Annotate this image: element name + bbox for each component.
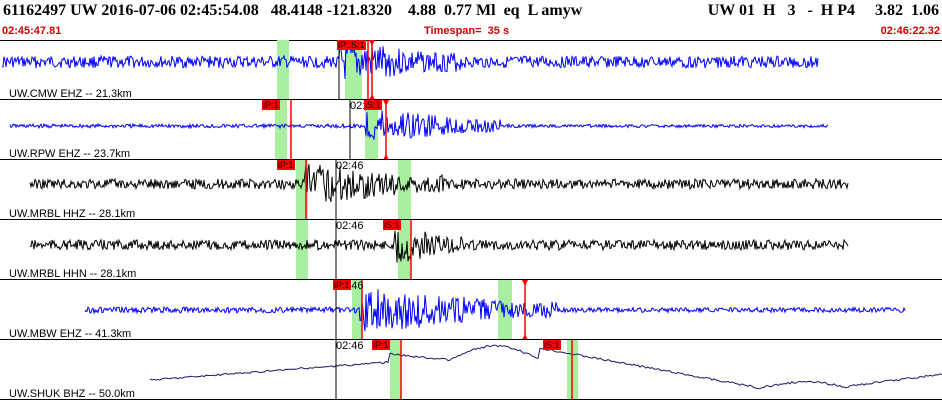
trace-panel[interactable]: 02:46 iP:1 iS:1 UW.SHUK BHZ -- 50.0km bbox=[0, 340, 942, 400]
waveform-plot bbox=[29, 160, 849, 219]
minute-tick-label: 02:46 bbox=[336, 220, 364, 232]
pick-tag[interactable]: iP:1 bbox=[372, 340, 390, 350]
station-label: UW.MRBL HHZ -- 28.1km bbox=[9, 208, 136, 220]
trace-panel[interactable]: 02:46 iS:1 UW.MRBL HHN -- 28.1km bbox=[0, 220, 942, 280]
pick-arrow bbox=[369, 40, 375, 46]
pick-arrow bbox=[522, 334, 528, 339]
pick-arrow bbox=[383, 154, 389, 159]
waveform-trace bbox=[149, 344, 942, 390]
pick-tag[interactable]: S:1 bbox=[350, 40, 366, 50]
waveform-trace bbox=[1, 40, 819, 79]
pick-arrow bbox=[369, 94, 375, 99]
waveform-plot bbox=[1, 40, 819, 99]
phase-window bbox=[277, 40, 289, 99]
event-header: 61162497 UW 2016-07-06 02:45:54.08 48.41… bbox=[0, 0, 942, 41]
waveform-plot bbox=[84, 280, 906, 339]
pick-tag[interactable]: iP:1 bbox=[262, 100, 280, 110]
timespan-readout: Timespan= 35 s bbox=[424, 25, 510, 37]
waveform-trace bbox=[9, 110, 829, 140]
station-label: UW.MRBL HHN -- 28.1km bbox=[9, 268, 137, 280]
pick-arrow bbox=[383, 100, 389, 106]
minute-tick-label: 02:46 bbox=[336, 160, 364, 172]
pick-tag[interactable]: iS:1 bbox=[364, 100, 382, 110]
pick-tag[interactable]: iP:1 bbox=[337, 40, 355, 50]
pick-tag[interactable]: iS:1 bbox=[543, 340, 561, 350]
minute-tick-label: 02:46 bbox=[336, 340, 364, 352]
station-label: UW.SHUK BHZ -- 50.0km bbox=[9, 388, 135, 400]
phase-window bbox=[296, 220, 308, 279]
phase-window bbox=[275, 100, 287, 159]
event-summary: 61162497 UW 2016-07-06 02:45:54.08 48.41… bbox=[3, 2, 583, 19]
waveform-trace bbox=[84, 289, 906, 332]
pick-arrow bbox=[522, 280, 528, 286]
phase-window bbox=[345, 40, 362, 99]
trace-panel[interactable]: 02:46 iP:1 UW.MRBL HHZ -- 28.1km bbox=[0, 160, 942, 220]
waveform-plot bbox=[9, 100, 829, 159]
pick-tag[interactable]: iP:1 bbox=[333, 280, 351, 290]
station-label: UW.MBW EHZ -- 41.3km bbox=[9, 328, 132, 340]
pick-tag[interactable]: iS:1 bbox=[383, 220, 401, 230]
event-quality: UW 01 H 3 - H P4 3.82 1.06 bbox=[707, 2, 939, 19]
station-label: UW.CMW EHZ -- 21.3km bbox=[9, 88, 132, 100]
waveform-plot bbox=[29, 220, 849, 279]
waveform-trace bbox=[29, 230, 849, 263]
phase-window bbox=[398, 220, 411, 279]
window-end-time: 02:46:22.32 bbox=[880, 25, 940, 37]
waveform-plot bbox=[149, 340, 942, 399]
phase-window bbox=[365, 100, 378, 159]
phase-window bbox=[390, 340, 401, 399]
station-label: UW.RPW EHZ -- 23.7km bbox=[9, 148, 131, 160]
waveform-trace bbox=[29, 164, 849, 203]
window-start-time: 02:45:47.81 bbox=[2, 25, 62, 37]
pick-tag[interactable]: iP:1 bbox=[277, 160, 295, 170]
